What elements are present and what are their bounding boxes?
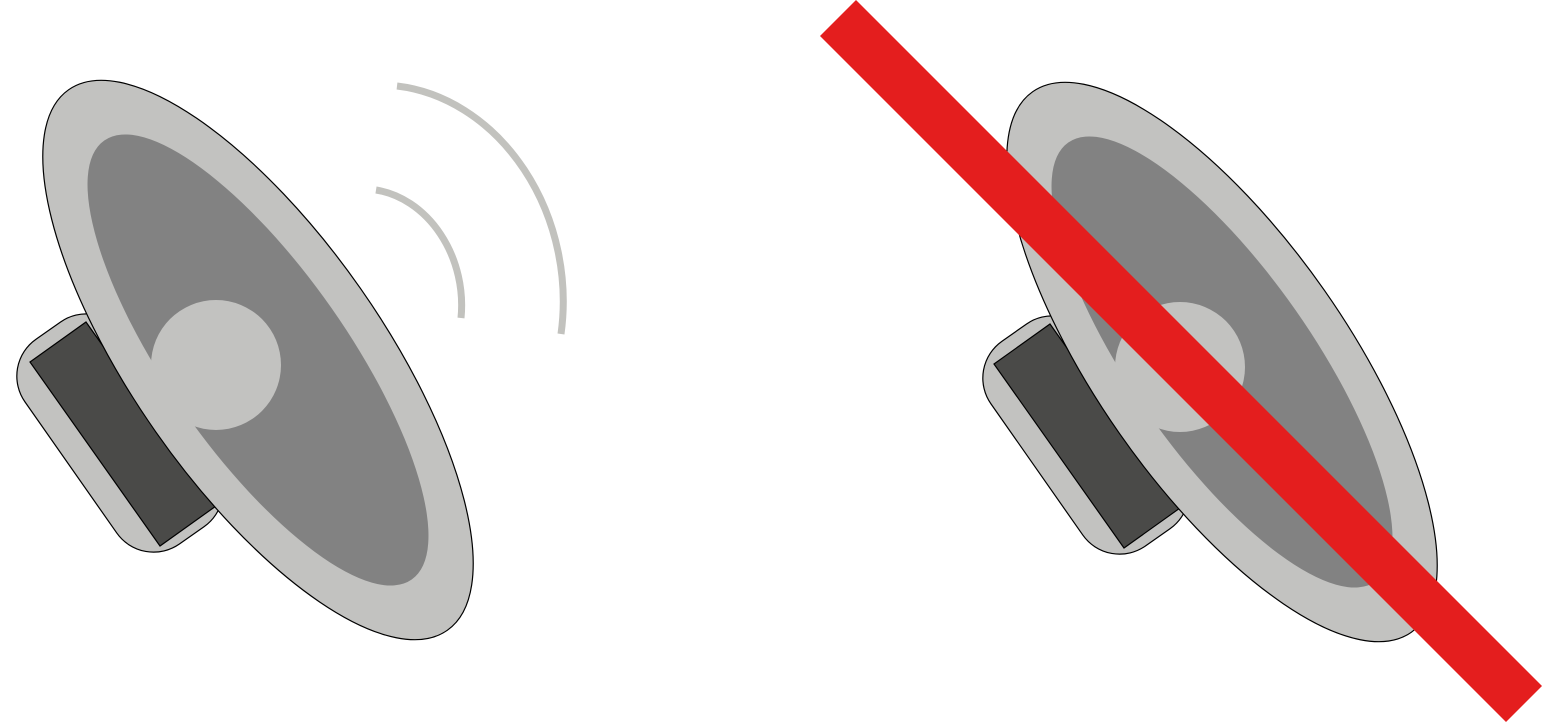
sound-wave-icon [375, 82, 567, 335]
speaker-cone-icon [42, 79, 474, 641]
speaker-sound-on-icon [16, 79, 567, 641]
speaker-magnet-icon [982, 315, 1190, 555]
mute-slash-icon [820, 0, 1542, 722]
speaker-muted-icon [820, 0, 1542, 722]
speaker-magnet-icon [16, 313, 224, 553]
